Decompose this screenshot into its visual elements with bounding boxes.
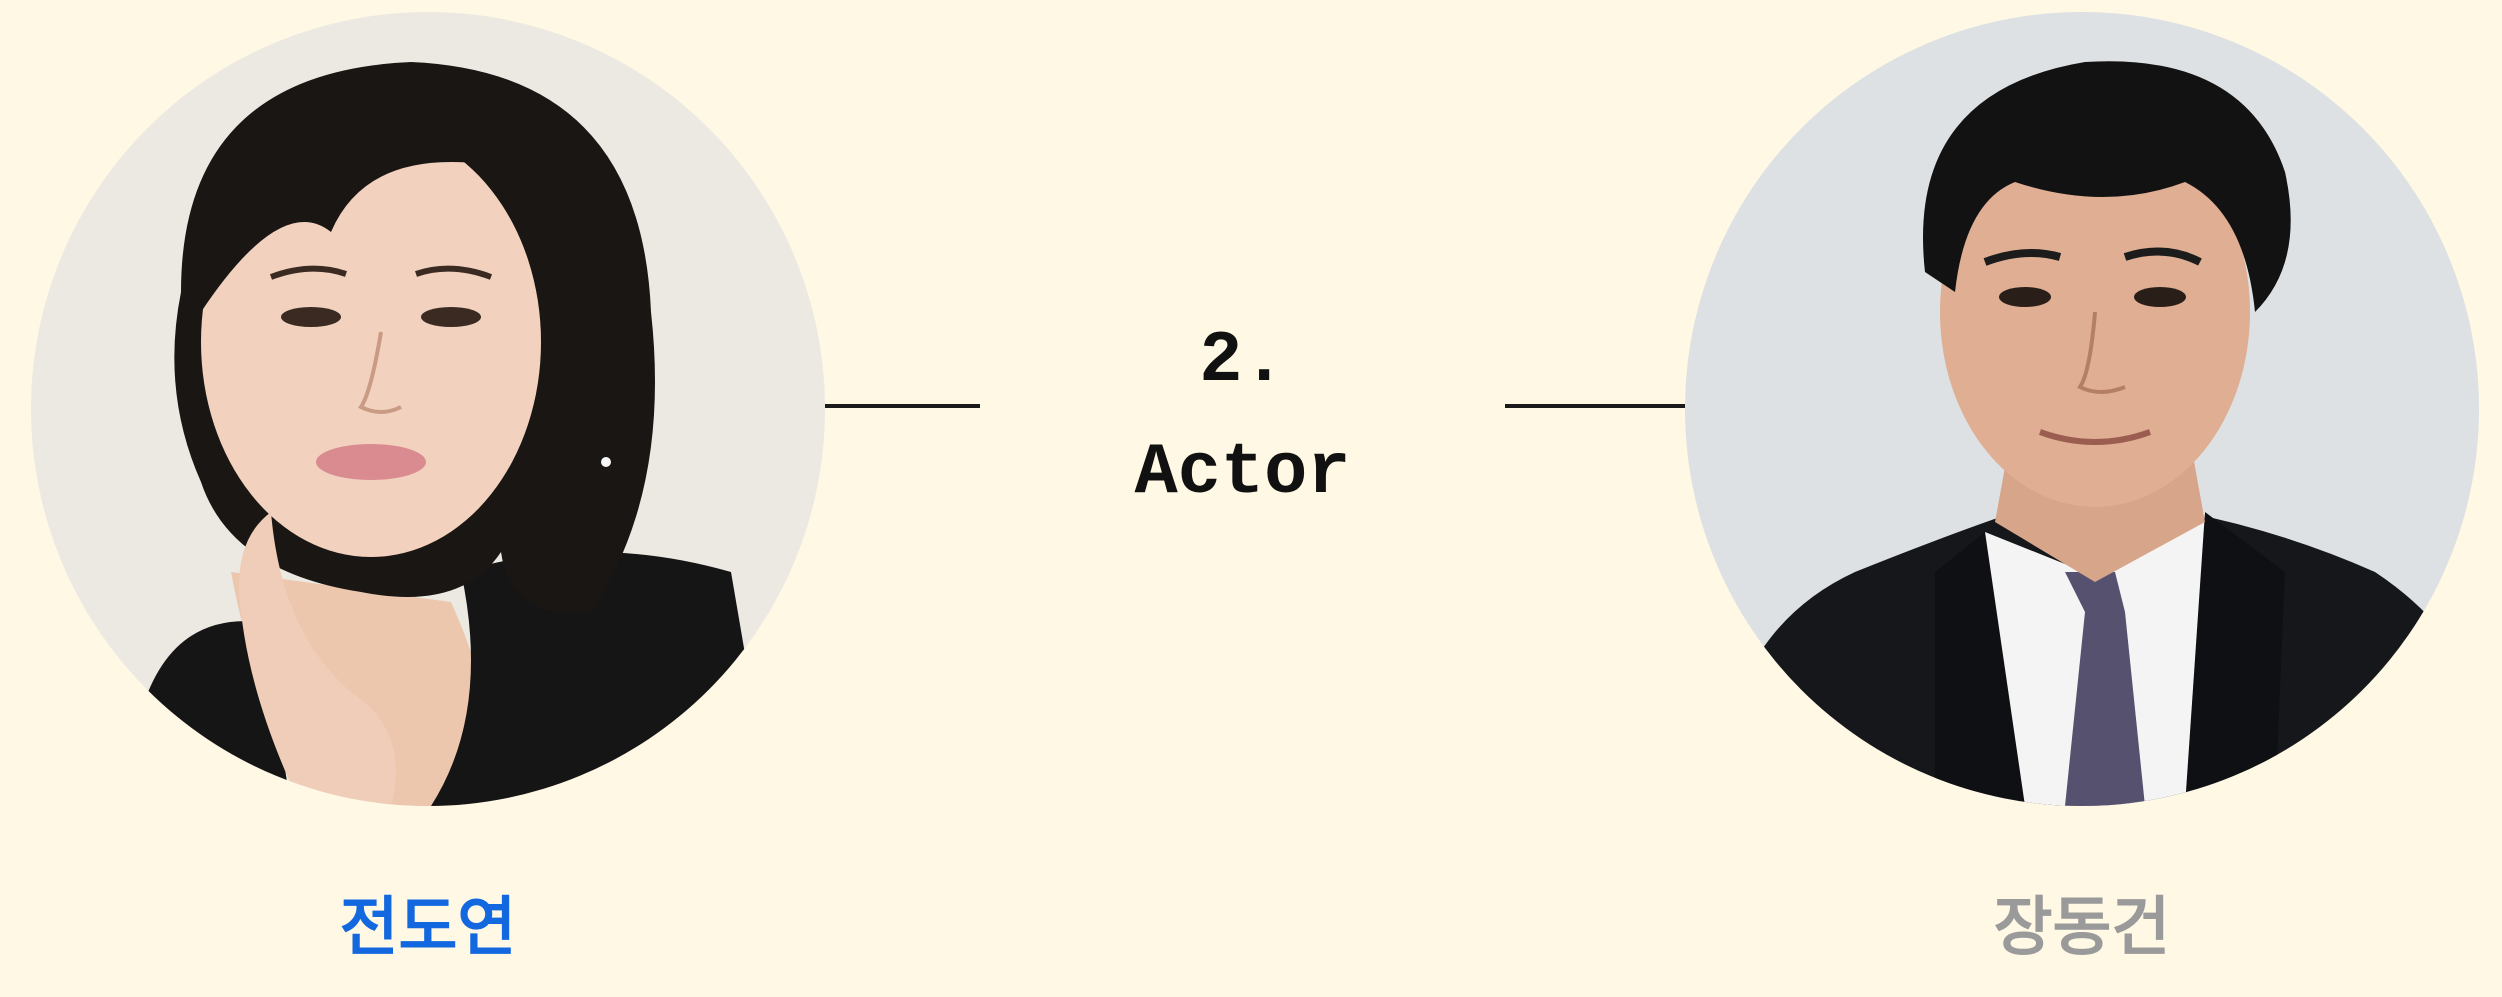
choice-label-left[interactable]: 전도연 — [339, 891, 517, 965]
woman-portrait-icon — [31, 12, 825, 806]
choice-portrait-right[interactable] — [1685, 12, 2479, 806]
question-heading: 2. Actor — [980, 305, 1505, 529]
connector-line-right — [1505, 404, 1685, 408]
man-portrait-icon — [1685, 12, 2479, 806]
choice-label-right[interactable]: 장동건 — [1993, 891, 2171, 965]
question-number: 2. — [1199, 320, 1286, 402]
question-category: Actor — [1134, 432, 1351, 514]
connector-line-left — [825, 404, 980, 408]
choice-portrait-left[interactable] — [31, 12, 825, 806]
